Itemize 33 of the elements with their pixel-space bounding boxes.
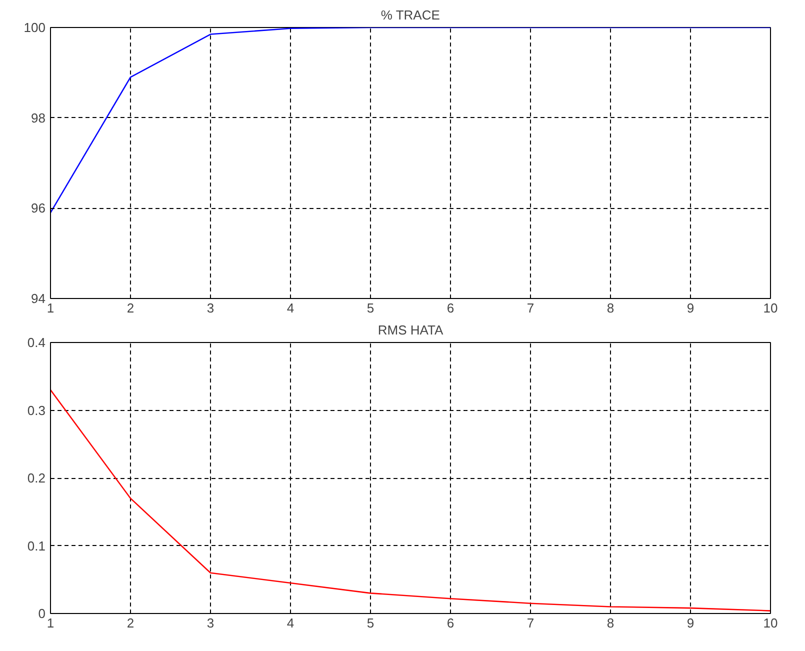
x-tick-label: 1 (46, 616, 54, 630)
y-tick-label: 96 (31, 200, 46, 216)
chart-title: % TRACE (380, 8, 440, 22)
x-tick-label: 7 (526, 300, 534, 316)
y-tick-label: 98 (31, 110, 46, 126)
x-tick-label: 4 (286, 616, 294, 630)
y-tick-label: 0 (38, 606, 46, 621)
y-tick-label: 0.2 (27, 470, 46, 486)
y-tick-label: 0.1 (27, 538, 46, 554)
x-tick-label: 5 (366, 616, 374, 630)
x-tick-label: 1 (46, 300, 54, 316)
x-tick-label: 10 (763, 300, 778, 316)
x-tick-label: 4 (286, 300, 294, 316)
x-tick-label: 6 (446, 300, 454, 316)
y-tick-label: 94 (31, 291, 46, 306)
line-series (50, 28, 770, 214)
x-tick-label: 8 (606, 616, 614, 630)
x-tick-label: 8 (606, 300, 614, 316)
x-tick-label: 2 (126, 616, 134, 630)
x-tick-label: 9 (686, 616, 694, 630)
x-tick-label: 7 (526, 616, 534, 630)
chart-title: RMS HATA (378, 322, 444, 338)
y-tick-label: 100 (24, 20, 46, 35)
y-tick-label: 0.3 (27, 402, 46, 418)
x-tick-label: 3 (206, 616, 214, 630)
x-tick-label: 9 (686, 300, 694, 316)
x-tick-label: 3 (206, 300, 214, 316)
line-series (50, 389, 770, 612)
x-tick-label: 5 (366, 300, 374, 316)
y-tick-label: 0.4 (27, 335, 46, 350)
x-tick-label: 2 (126, 300, 134, 316)
x-tick-label: 6 (446, 616, 454, 630)
x-tick-label: 10 (763, 616, 778, 630)
